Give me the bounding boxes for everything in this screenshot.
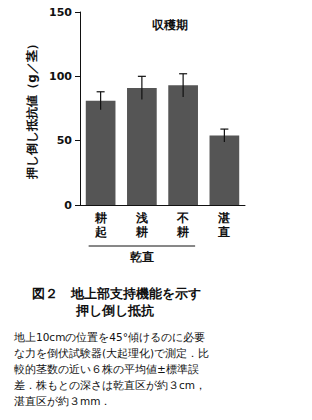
- svg-text:150: 150: [49, 6, 72, 19]
- html-text:地上10cmの位置を45°傾けるのに必要: 地上10cmの位置を45°傾けるのに必要: [14, 331, 205, 343]
- html-text:図２ 地上部支持機能を示す: 図２ 地上部支持機能を示す: [32, 286, 201, 301]
- html-text:較的茎数の近い６株の平均値±標準誤: 較的茎数の近い６株の平均値±標準誤: [14, 363, 199, 375]
- svg-text:耕: 耕: [176, 225, 189, 239]
- svg-text:収穫期: 収穫期: [152, 18, 188, 32]
- svg-text:起: 起: [94, 225, 107, 239]
- html-text:な力を倒伏試験器(大起理化)で測定．比: な力を倒伏試験器(大起理化)で測定．比: [14, 347, 210, 359]
- html-text:押し倒し抵抗: 押し倒し抵抗: [76, 303, 154, 318]
- svg-text:100: 100: [49, 70, 72, 83]
- svg-text:湛: 湛: [217, 211, 230, 225]
- svg-text:押し倒し抵抗値（g／茎）: 押し倒し抵抗値（g／茎）: [25, 38, 39, 180]
- html-text:差．株もとの深さは乾直区が約３cm，: 差．株もとの深さは乾直区が約３cm，: [14, 379, 206, 391]
- svg-text:耕: 耕: [94, 211, 107, 225]
- svg-text:耕: 耕: [135, 225, 148, 239]
- svg-text:直: 直: [217, 225, 230, 239]
- html-text:湛直区が約３mm．: 湛直区が約３mm．: [14, 395, 112, 407]
- svg-text:50: 50: [57, 134, 73, 147]
- svg-text:0: 0: [64, 199, 72, 212]
- svg-text:浅: 浅: [135, 211, 148, 225]
- svg-text:乾直: 乾直: [130, 250, 154, 264]
- svg-text:不: 不: [176, 211, 189, 225]
